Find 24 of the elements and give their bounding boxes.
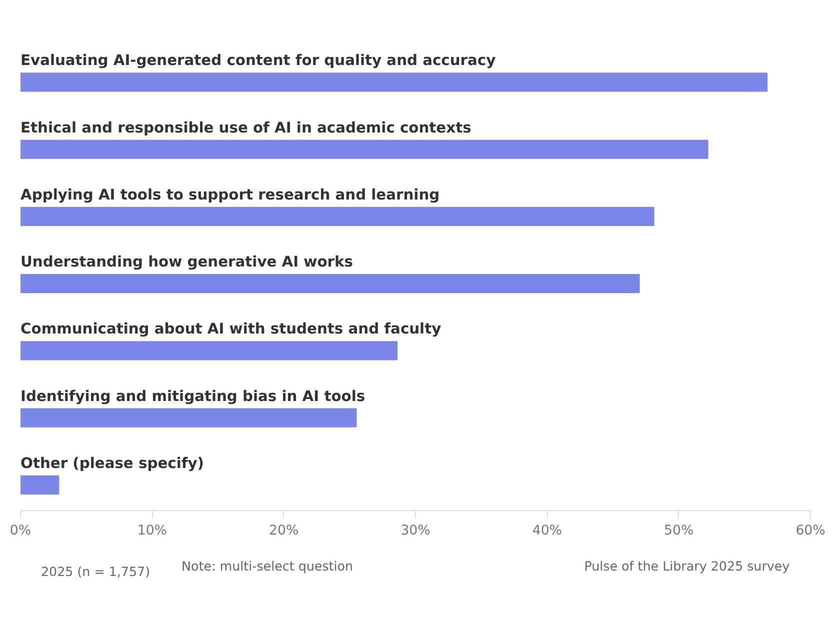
y-tick-label: Applying AI tools to support research and learning — [20, 186, 440, 204]
y-tick-label: Evaluating AI-generated content for quality and accuracy — [20, 52, 496, 70]
bar — [20, 274, 640, 294]
bar — [20, 206, 654, 226]
y-tick-label: Identifying and mitigating bias in AI tools — [20, 388, 366, 405]
bar — [20, 408, 357, 428]
x-tick-label: 10% — [137, 524, 167, 538]
bar — [20, 341, 398, 360]
y-tick-label: Ethical and responsible use of AI in academic contexts — [20, 119, 472, 136]
y-tick-label: Communicating about AI with students and faculty — [20, 320, 442, 338]
text: Pulse of the Library 2025 survey — [584, 558, 790, 574]
bar — [20, 475, 60, 495]
x-tick-label: 50% — [664, 524, 694, 538]
x-tick-label: 0% — [10, 524, 32, 538]
x-tick-label: 30% — [400, 524, 430, 538]
bar — [20, 72, 768, 92]
text: 2025 (n = 1,757) — [41, 564, 150, 579]
y-tick-label: Understanding how generative AI works — [20, 254, 354, 271]
bar — [20, 140, 708, 159]
x-tick-label: 40% — [532, 524, 562, 538]
x-tick-label: 20% — [269, 524, 299, 538]
x-tick-label: 60% — [796, 524, 826, 538]
y-tick-label: Other (please specify) — [20, 455, 204, 472]
text: Note: multi-select question — [182, 558, 353, 574]
